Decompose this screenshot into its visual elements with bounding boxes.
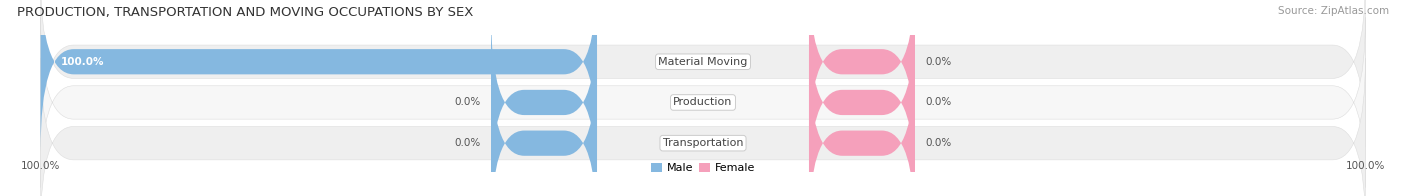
Text: 0.0%: 0.0% xyxy=(925,57,952,67)
FancyBboxPatch shape xyxy=(41,0,1365,147)
Text: 100.0%: 100.0% xyxy=(21,161,60,171)
Text: PRODUCTION, TRANSPORTATION AND MOVING OCCUPATIONS BY SEX: PRODUCTION, TRANSPORTATION AND MOVING OC… xyxy=(17,6,474,19)
Text: Production: Production xyxy=(673,97,733,107)
Text: 100.0%: 100.0% xyxy=(60,57,104,67)
FancyBboxPatch shape xyxy=(808,13,915,192)
Text: 0.0%: 0.0% xyxy=(454,138,481,148)
FancyBboxPatch shape xyxy=(808,54,915,196)
FancyBboxPatch shape xyxy=(491,54,598,196)
Text: 0.0%: 0.0% xyxy=(454,97,481,107)
FancyBboxPatch shape xyxy=(41,17,1365,188)
Legend: Male, Female: Male, Female xyxy=(647,159,759,178)
Text: Transportation: Transportation xyxy=(662,138,744,148)
Text: 100.0%: 100.0% xyxy=(1346,161,1385,171)
Text: 0.0%: 0.0% xyxy=(925,97,952,107)
FancyBboxPatch shape xyxy=(41,58,1365,196)
FancyBboxPatch shape xyxy=(491,13,598,192)
FancyBboxPatch shape xyxy=(41,0,598,151)
Text: Material Moving: Material Moving xyxy=(658,57,748,67)
Text: Source: ZipAtlas.com: Source: ZipAtlas.com xyxy=(1278,6,1389,16)
FancyBboxPatch shape xyxy=(808,0,915,151)
Text: 0.0%: 0.0% xyxy=(925,138,952,148)
